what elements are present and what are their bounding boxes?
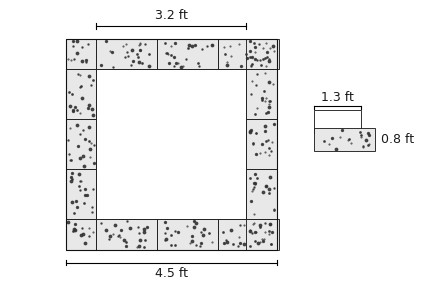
Text: 3.2 ft: 3.2 ft bbox=[155, 9, 188, 22]
Bar bbox=[246, 169, 277, 219]
Bar bbox=[157, 219, 218, 249]
Bar bbox=[66, 219, 97, 249]
Bar bbox=[66, 69, 97, 119]
Bar bbox=[246, 119, 277, 169]
Bar bbox=[314, 110, 361, 133]
Text: 1.3 ft: 1.3 ft bbox=[321, 92, 354, 104]
Bar bbox=[66, 39, 97, 69]
Bar bbox=[246, 39, 277, 69]
Bar bbox=[66, 39, 277, 249]
Bar bbox=[97, 219, 157, 249]
Bar bbox=[218, 219, 279, 249]
Bar bbox=[66, 169, 97, 219]
Bar bbox=[157, 39, 218, 69]
Text: 4.5 ft: 4.5 ft bbox=[155, 267, 188, 280]
Bar bbox=[97, 69, 246, 219]
Bar bbox=[66, 119, 97, 169]
Bar bbox=[246, 219, 277, 249]
Bar bbox=[218, 39, 279, 69]
Bar bbox=[246, 69, 277, 119]
Text: 0.8 ft: 0.8 ft bbox=[381, 133, 414, 146]
Bar bbox=[97, 39, 157, 69]
Bar bbox=[314, 128, 375, 151]
